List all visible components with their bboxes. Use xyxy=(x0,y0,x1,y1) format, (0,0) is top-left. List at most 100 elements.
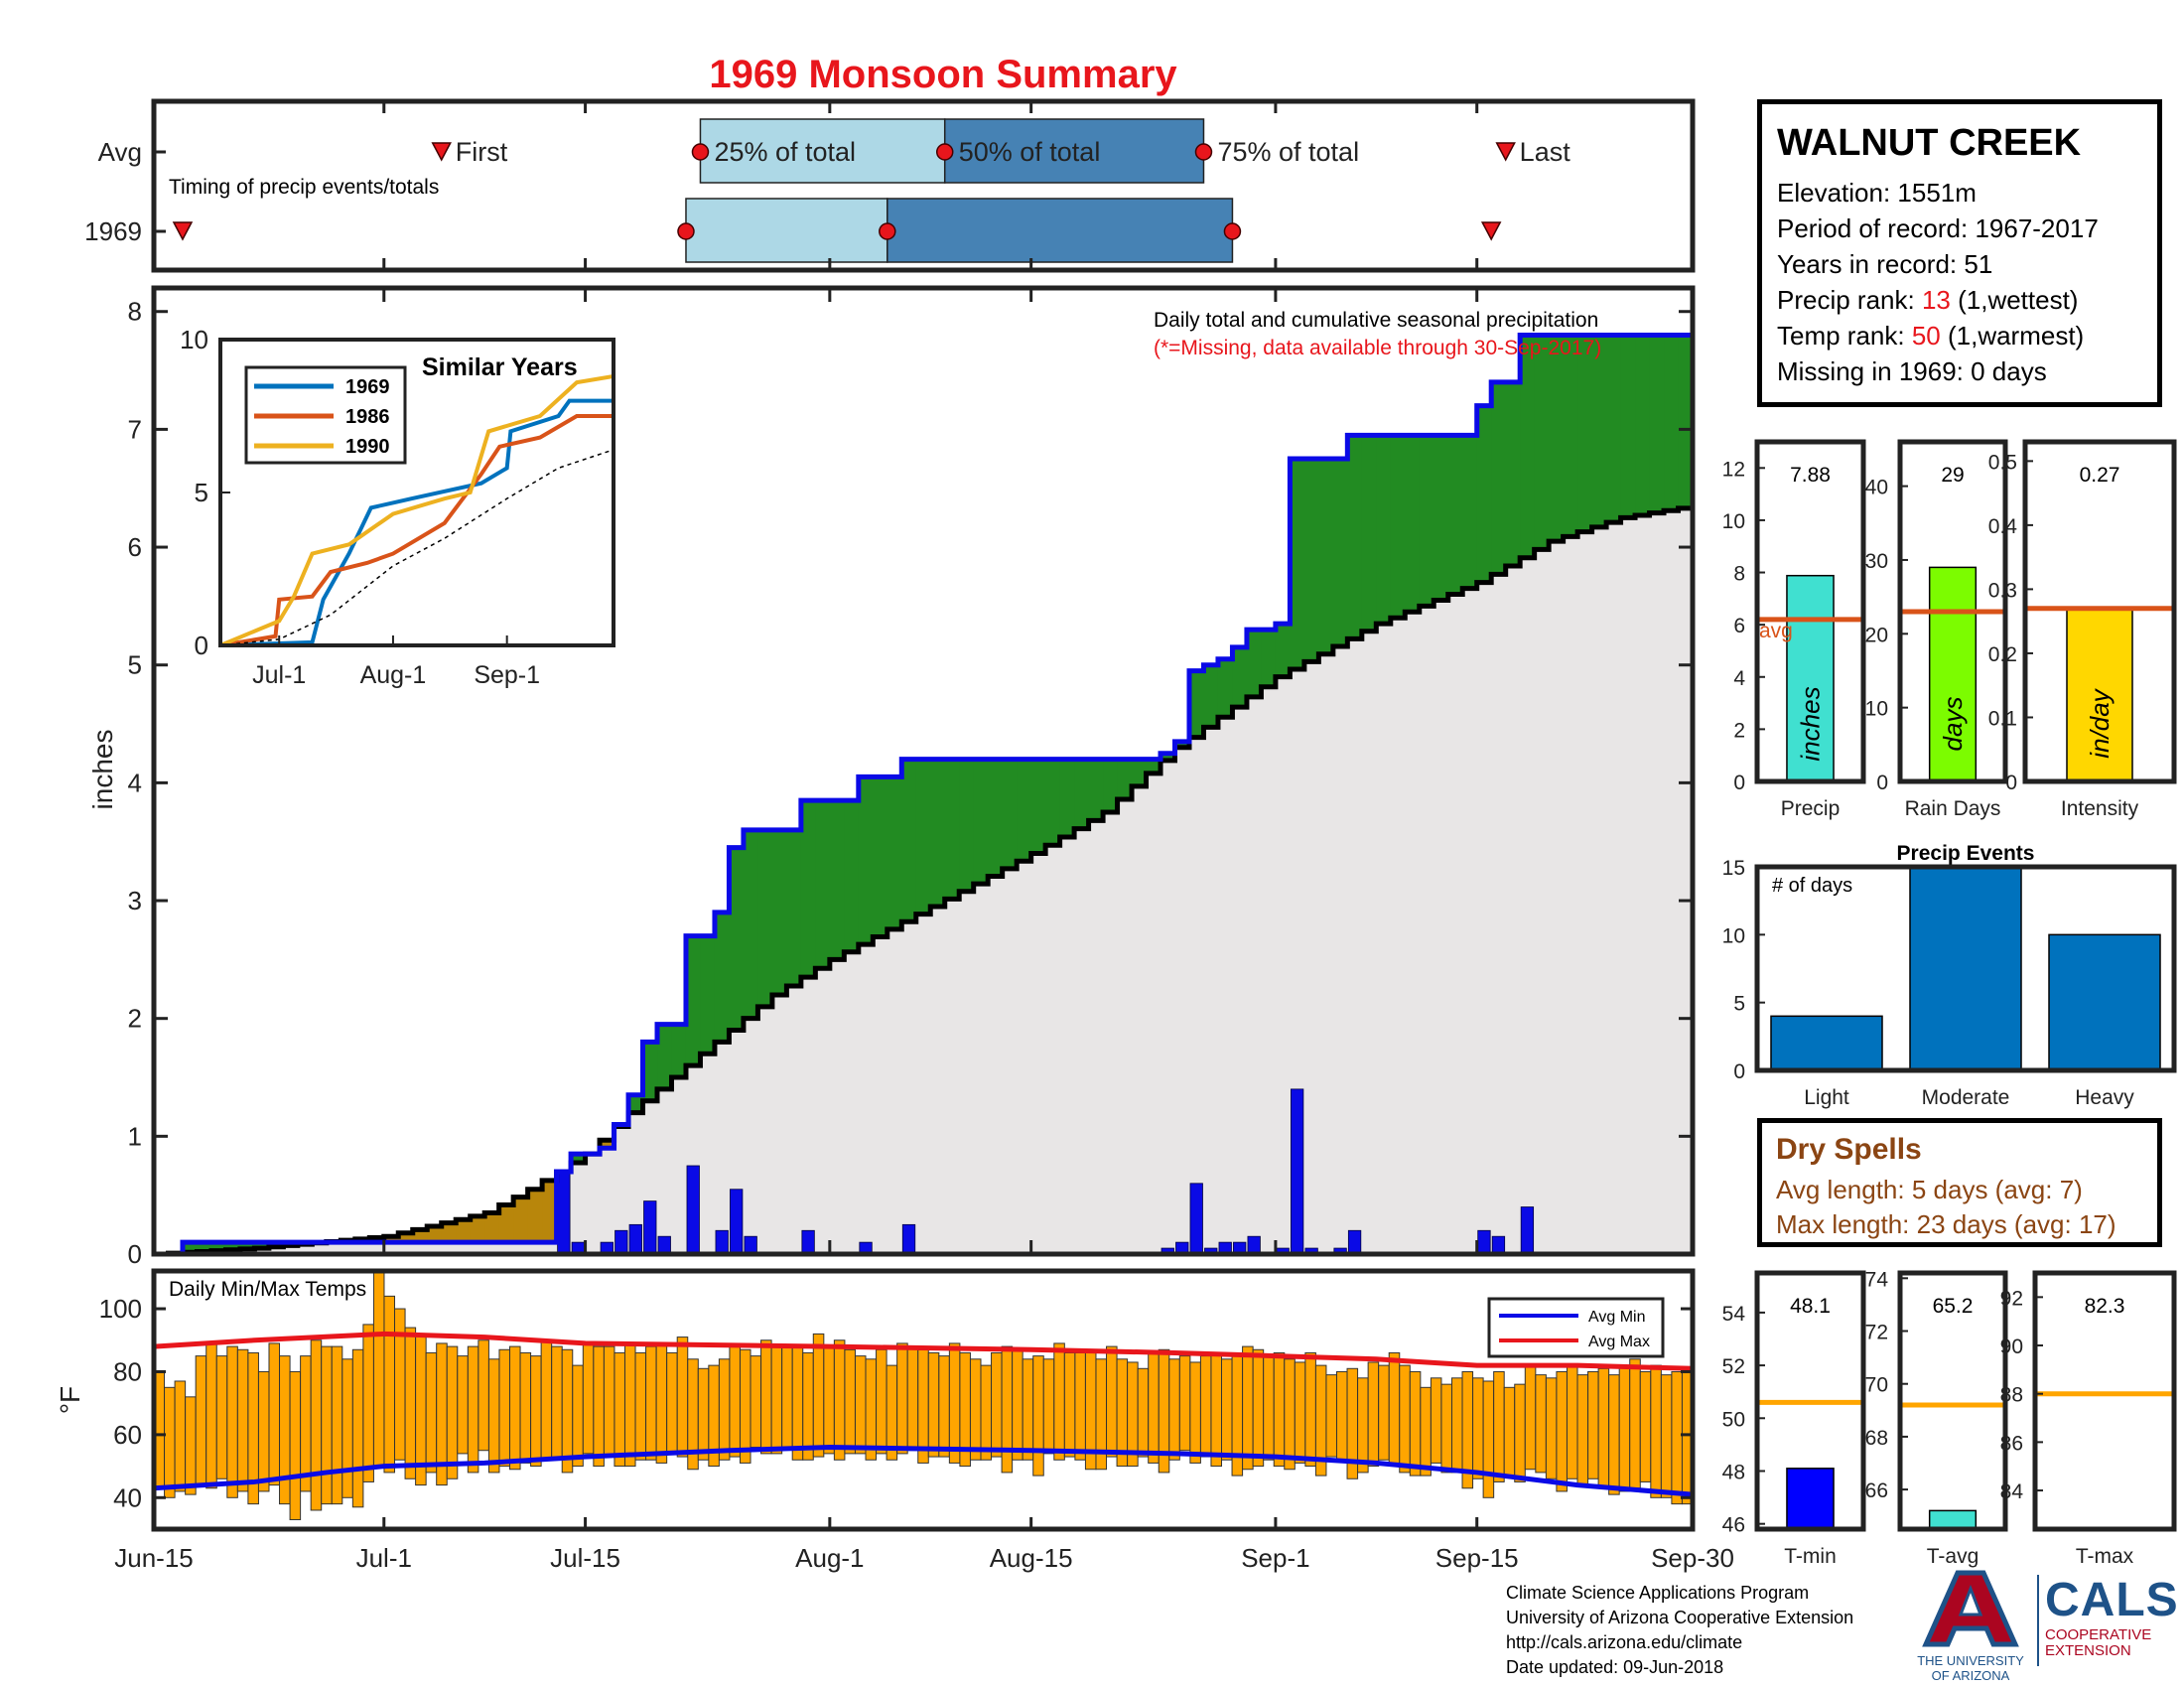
tmax_bar-ytick-label: 92 xyxy=(2000,1287,2023,1310)
daily-precip-bar xyxy=(657,1235,671,1255)
daily-temp-bar xyxy=(1556,1370,1568,1492)
above-average-fill xyxy=(1303,459,1319,662)
temps-ytick-label: 60 xyxy=(113,1420,142,1450)
events-ytick-label: 5 xyxy=(1733,993,1745,1016)
daily-temp-bar xyxy=(1671,1370,1683,1505)
daily-temp-bar xyxy=(415,1333,427,1486)
similar-title: Similar Years xyxy=(422,353,578,381)
tmax_bar-value-label: 82.3 xyxy=(2085,1295,2125,1318)
above-average-fill xyxy=(1376,435,1392,625)
daily-temp-bar xyxy=(1357,1377,1369,1474)
below-average-fill xyxy=(513,1196,529,1243)
raindays_bar-ytick-label: 30 xyxy=(1865,550,1888,573)
daily-temp-bar xyxy=(530,1355,542,1468)
above-average-fill xyxy=(1332,459,1348,647)
precip_bar-ytick-label: 0 xyxy=(1733,772,1745,794)
intensity_bar-ytick-label: 0.5 xyxy=(1988,451,2017,474)
above-average-fill xyxy=(1188,670,1204,738)
daily-temp-bar xyxy=(718,1358,731,1461)
cals-logo: CALS COOPERATIVE EXTENSION xyxy=(2037,1573,2178,1672)
precip_bar-ytick-label: 12 xyxy=(1722,458,1745,481)
daily-precip-bar xyxy=(614,1229,628,1255)
temps-ytick-label: 80 xyxy=(113,1356,142,1386)
daily-temp-bar xyxy=(279,1355,291,1505)
daily-temp-bar xyxy=(341,1358,353,1498)
daily-temp-bar xyxy=(1482,1380,1495,1498)
station-name: WALNUT CREEK xyxy=(1777,122,2082,164)
above-average-fill xyxy=(944,759,960,900)
seasonal-ytick-label: 6 xyxy=(128,532,142,562)
daily-temp-bar xyxy=(519,1351,532,1464)
above-average-fill xyxy=(771,829,787,995)
seasonal-frame xyxy=(151,285,1696,1257)
similar-xtick-label: Sep-1 xyxy=(474,661,540,689)
daily-temp-bar xyxy=(1639,1370,1652,1482)
daily-temp-bar xyxy=(1137,1367,1150,1458)
below-average-fill xyxy=(542,1180,558,1243)
precip_bar-category-label: Precip xyxy=(1781,797,1841,820)
temp-rank-value: 50 xyxy=(1911,321,1941,351)
below-average-fill xyxy=(498,1204,514,1243)
daily-temp-bar xyxy=(1420,1386,1432,1477)
daily-temp-bar xyxy=(362,1324,374,1482)
seasonal-ytick-label: 7 xyxy=(128,414,142,444)
tavg_bar-value-bar xyxy=(1928,1509,1978,1530)
daily-temp-bar xyxy=(1168,1358,1180,1461)
y1969-p25-marker xyxy=(677,222,695,240)
above-average-fill xyxy=(901,759,917,922)
below-average-fill xyxy=(427,1226,443,1243)
above-average-fill xyxy=(239,1242,255,1249)
above-average-fill xyxy=(844,800,860,952)
daily-temp-bar xyxy=(1263,1355,1275,1461)
daily-temp-bar xyxy=(1587,1370,1599,1479)
daily-temp-bar xyxy=(1409,1370,1422,1477)
seasonal-ytick-label: 0 xyxy=(128,1239,142,1269)
intensity_bar-ytick-label: 0 xyxy=(2005,772,2017,794)
tmin_bar-category-label: T-min xyxy=(1784,1545,1837,1568)
daily-temp-bar xyxy=(174,1380,187,1492)
above-average-fill xyxy=(1390,435,1406,619)
intensity_bar-ytick-label: 0.4 xyxy=(1988,515,2018,538)
daily-precip-bar xyxy=(1247,1235,1261,1255)
daily-temp-bar xyxy=(1493,1370,1505,1482)
daily-temp-bar xyxy=(1001,1345,1014,1474)
daily-temp-bar xyxy=(844,1348,856,1455)
above-average-fill xyxy=(714,912,730,1043)
y1969-p50-marker xyxy=(879,222,896,240)
main-xtick-label: Aug-15 xyxy=(990,1543,1073,1573)
daily-temp-bar xyxy=(310,1339,323,1511)
daily-temp-bar xyxy=(980,1364,993,1461)
label-p75: 75% of total xyxy=(1217,137,1359,167)
seasonal-ytick-label: 3 xyxy=(128,886,142,915)
above-average-fill xyxy=(1563,335,1578,537)
daily-precip-bar xyxy=(1491,1235,1506,1255)
similar-series-1990 xyxy=(219,373,614,647)
daily-precip-bar xyxy=(1347,1229,1362,1255)
similar-legend-label: 1969 xyxy=(345,376,390,398)
daily-temp-bar xyxy=(865,1358,878,1461)
daily-temp-bar xyxy=(823,1345,835,1455)
daily-temp-bar xyxy=(1660,1374,1673,1498)
above-average-fill xyxy=(930,759,946,907)
above-average-fill xyxy=(1261,630,1277,687)
above-average-fill xyxy=(729,847,745,1031)
above-average-fill xyxy=(1347,435,1363,639)
daily-temp-bar xyxy=(1042,1358,1055,1455)
daily-temp-bar xyxy=(425,1351,438,1474)
y1969-p75-marker xyxy=(1223,222,1242,240)
daily-precip-bar xyxy=(730,1189,744,1255)
seasonal-ytick-label: 5 xyxy=(128,650,142,680)
above-average-fill xyxy=(815,800,831,969)
daily-temp-bar xyxy=(457,1355,469,1455)
daily-temp-bar xyxy=(1618,1364,1631,1492)
above-average-fill xyxy=(786,829,802,987)
above-average-fill xyxy=(1132,759,1148,786)
temps-ytick-label: 40 xyxy=(113,1482,142,1512)
temps-frame xyxy=(151,1268,1696,1532)
above-average-fill xyxy=(671,1024,687,1078)
daily-precip-bar xyxy=(1290,1088,1304,1255)
daily-temp-bar xyxy=(1273,1351,1286,1468)
above-average-fill xyxy=(1405,435,1421,613)
daily-temp-bar xyxy=(750,1355,762,1449)
daily-temp-bar xyxy=(1221,1358,1233,1461)
